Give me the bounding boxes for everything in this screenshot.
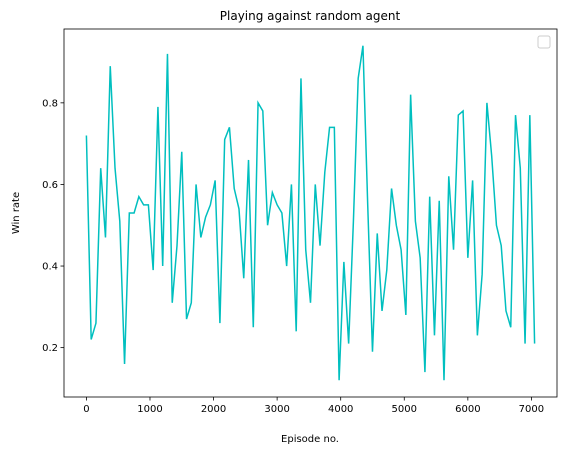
x-tick-label: 5000 [392,404,417,415]
plot-frame [63,28,558,398]
y-tick-label: 0.2 [42,343,58,354]
x-axis-label: Episode no. [281,434,339,445]
y-tick-label: 0.4 [42,262,58,273]
x-tick-label: 0 [83,404,89,415]
x-tick-label: 2000 [201,404,226,415]
y-axis-label: Win rate [11,192,22,234]
chart-title: Playing against random agent [220,9,401,23]
x-tick-label: 4000 [328,404,353,415]
x-tick-label: 3000 [264,404,289,415]
line [85,45,536,381]
y-tick-label: 0.8 [42,98,58,109]
x-tick-label: 1000 [137,404,162,415]
y-tick-label: 0.6 [42,180,58,191]
x-tick-label: 6000 [455,404,480,415]
x-tick-label: 7000 [519,404,544,415]
legend [537,35,551,49]
